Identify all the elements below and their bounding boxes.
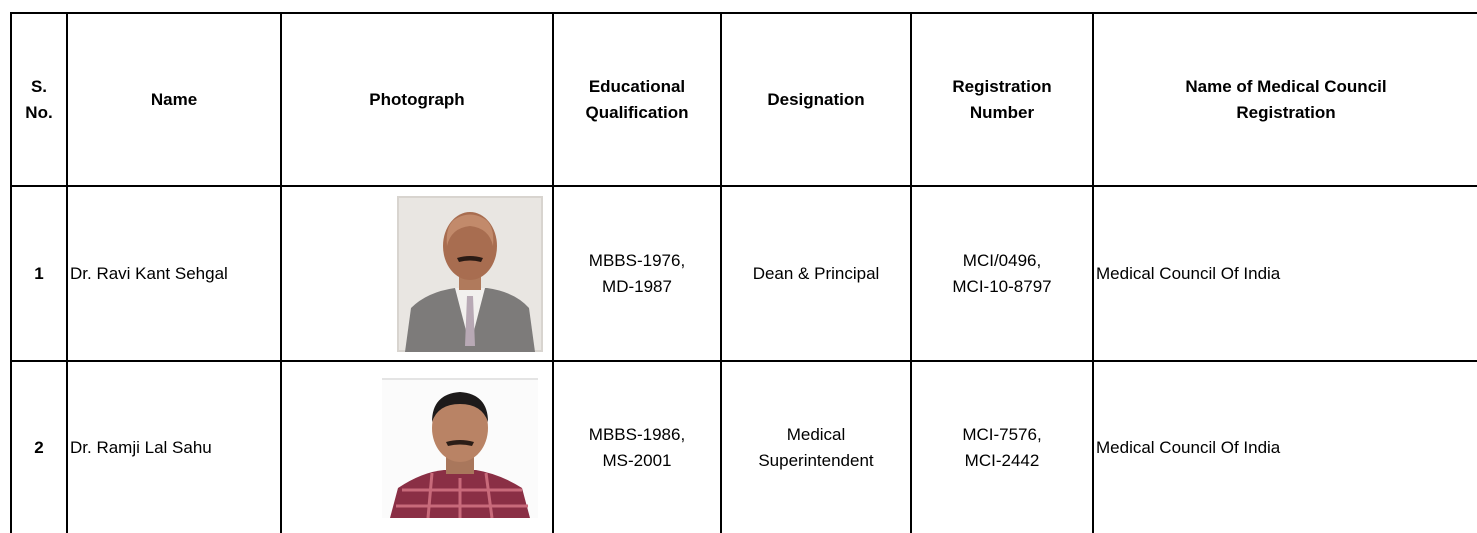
table-cell: Medical Council Of India [1092, 360, 1477, 533]
cell-text: MCI-2442 [964, 450, 1040, 470]
cell-text: Registration [952, 76, 1052, 96]
photo-cell [280, 360, 554, 533]
table-body: 1 Dr. Ravi Kant Sehgal MBBS-1976, MD-1987 D… [10, 185, 1477, 533]
cell-text: Dr. Ramji Lal Sahu [70, 437, 212, 457]
header-cell: S. No. [10, 12, 68, 187]
cell-text: Photograph [369, 89, 465, 109]
cell-text: S. [30, 76, 48, 96]
cell-text: Educational [588, 76, 686, 96]
cell-text: 2 [34, 437, 44, 457]
table-cell: Dr. Ravi Kant Sehgal [66, 185, 282, 362]
cell-text: Name of Medical Council [1185, 76, 1387, 96]
staff-table: S. No. Name Photograph Educational Qualificat… [10, 12, 1477, 533]
table-cell: 1 [10, 185, 68, 362]
table-cell: MCI/0496, MCI-10-8797 [910, 185, 1094, 362]
cell-text: MD-1987 [602, 276, 672, 296]
cell-text: Registration [1236, 102, 1336, 122]
photo [397, 195, 543, 352]
table-cell: Dr. Ramji Lal Sahu [66, 360, 282, 533]
cell-text: Qualification [585, 102, 689, 122]
header-cell: Photograph [280, 12, 554, 187]
cell-text: Superintendent [758, 450, 874, 470]
cell-text: Number [969, 102, 1035, 122]
table-cell: Medical Superintendent [720, 360, 912, 533]
table-row: 2 Dr. Ramji Lal Sahu MBBS-1986, MS-2001 Med… [10, 360, 1477, 533]
cell-text: Medical [786, 424, 846, 444]
cell-text: Dean & Principal [752, 263, 880, 283]
table-row: 1 Dr. Ravi Kant Sehgal MBBS-1976, MD-1987 D… [10, 185, 1477, 362]
header-cell: Registration Number [910, 12, 1094, 187]
table-cell: MCI-7576, MCI-2442 [910, 360, 1094, 533]
table-cell: Medical Council Of India [1092, 185, 1477, 362]
cell-text: MCI/0496, [962, 250, 1042, 270]
cell-text: Designation [767, 89, 865, 109]
cell-text: MBBS-1976, [588, 250, 686, 270]
table-cell: Dean & Principal [720, 185, 912, 362]
header-cell: Educational Qualification [552, 12, 722, 187]
cell-text: MBBS-1986, [588, 424, 686, 444]
cell-text: MCI-10-8797 [952, 276, 1052, 296]
cell-text: Medical Council Of India [1096, 263, 1281, 283]
header-row: S. No. Name Photograph Educational Qualificat… [10, 12, 1477, 187]
header-cell: Name of Medical Council Registration [1092, 12, 1477, 187]
cell-text: Name [150, 89, 198, 109]
photo-cell [280, 185, 554, 362]
header-cell: Designation [720, 12, 912, 187]
table-cell: MBBS-1986, MS-2001 [552, 360, 722, 533]
table-cell: MBBS-1976, MD-1987 [552, 185, 722, 362]
cell-text: No. [25, 102, 53, 122]
table-cell: 2 [10, 360, 68, 533]
cell-text: Medical Council Of India [1096, 437, 1281, 457]
cell-text: MS-2001 [602, 450, 672, 470]
photo [382, 377, 538, 518]
cell-text: MCI-7576, [962, 424, 1042, 444]
header-cell: Name [66, 12, 282, 187]
cell-text: 1 [34, 263, 44, 283]
cell-text: Dr. Ravi Kant Sehgal [70, 263, 228, 283]
